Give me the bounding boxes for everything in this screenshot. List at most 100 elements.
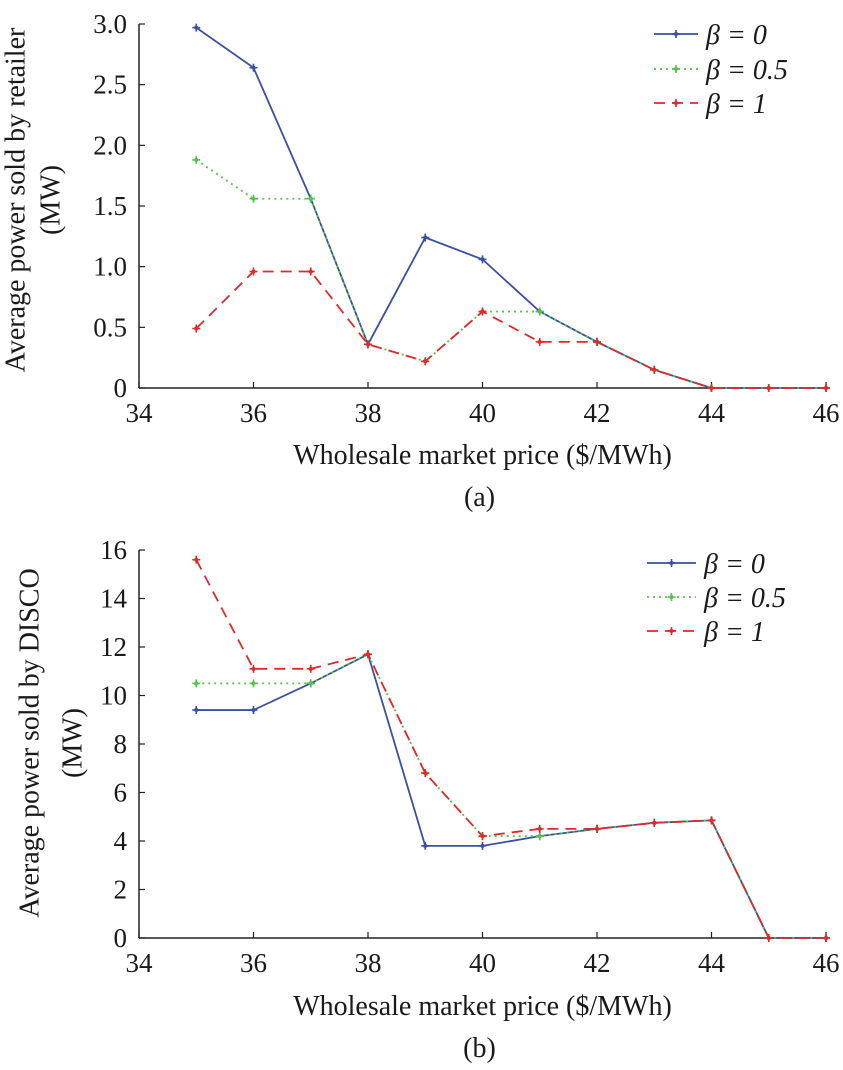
series-line	[196, 652, 826, 939]
data-point	[535, 832, 544, 841]
y-axis-title-line-1: Average power sold by retailer	[0, 27, 31, 372]
data-point	[306, 267, 315, 276]
y-tick-label: 14	[100, 584, 128, 614]
y-tick-label: 0.5	[93, 312, 127, 342]
legend-label: β = 0.5	[705, 55, 788, 86]
y-tick-label: 1.5	[93, 191, 127, 221]
data-point	[249, 63, 258, 72]
data-point	[535, 337, 544, 346]
x-tick-label: 36	[240, 948, 267, 978]
x-tick-label: 38	[355, 398, 382, 428]
series-2	[192, 267, 830, 392]
series-line	[196, 653, 826, 939]
x-tick-label: 44	[698, 398, 726, 428]
data-point	[306, 664, 315, 673]
legend: β = 0 β = 0.5β = 1	[654, 20, 788, 120]
y-tick-label: 0	[114, 373, 128, 403]
legend-label: β = 0	[705, 20, 767, 51]
data-point	[249, 706, 258, 715]
data-point	[421, 769, 430, 778]
x-tick-label: 40	[469, 948, 496, 978]
data-point	[650, 365, 659, 374]
data-point	[478, 832, 487, 841]
data-point	[364, 340, 372, 349]
data-point	[249, 267, 258, 276]
panel-label: (a)	[464, 482, 495, 513]
data-point	[593, 824, 601, 833]
series-line	[195, 270, 826, 389]
legend-item: β = 1	[654, 89, 767, 120]
y-tick-label: 6	[114, 778, 128, 808]
x-axis-title: Wholesale market price ($/MWh)	[293, 440, 672, 471]
x-tick-label: 34	[126, 398, 154, 428]
legend-label: β = 0.5	[703, 583, 786, 614]
x-axis-title: Wholesale market price ($/MWh)	[293, 991, 672, 1022]
data-point	[249, 194, 258, 203]
data-point	[535, 307, 544, 316]
y-tick-label: 2.0	[93, 130, 127, 160]
x-tick-label: 42	[584, 398, 611, 428]
data-point	[306, 194, 315, 203]
legend-label: β = 1	[703, 617, 765, 648]
data-point	[707, 816, 716, 825]
y-tick-label: 2	[114, 875, 128, 905]
x-tick-label: 44	[698, 948, 726, 978]
y-tick-label: 12	[100, 632, 127, 662]
data-point	[249, 679, 258, 688]
y-axis-title-line-1: Average power sold by DISCO	[14, 568, 45, 917]
x-tick-label: 38	[355, 948, 382, 978]
y-tick-label: 0	[114, 923, 128, 953]
data-point	[192, 155, 201, 164]
data-point	[192, 706, 201, 715]
data-point	[421, 357, 430, 366]
series-1	[192, 155, 830, 392]
series-2	[192, 555, 830, 942]
x-tick-label: 42	[584, 948, 611, 978]
data-point	[593, 337, 601, 346]
y-axis-title-line-2: (MW)	[35, 165, 66, 235]
data-point	[192, 23, 201, 32]
data-point	[306, 679, 315, 688]
y-tick-label: 3.0	[93, 9, 127, 39]
data-point	[822, 934, 830, 942]
data-point	[478, 307, 487, 316]
x-tick-label: 40	[469, 398, 496, 428]
data-point	[535, 824, 544, 833]
data-point	[764, 384, 773, 392]
legend-item: β = 0	[654, 20, 767, 51]
data-point	[421, 233, 430, 242]
y-axis-title-line-2: (MW)	[57, 708, 88, 778]
x-tick-label: 46	[813, 948, 840, 978]
legend-item: β = 0.5	[647, 583, 786, 614]
x-tick-label: 46	[813, 398, 840, 428]
y-tick-label: 8	[114, 729, 128, 759]
legend-label: β = 1	[705, 89, 767, 120]
chart-panel-a: 34 36 38 40 42 44 46 0 0.5 1.0 1.5 2.0 2.5 3.0 Wholesa…	[0, 9, 839, 513]
data-point	[764, 934, 773, 942]
series-line	[195, 559, 826, 939]
data-point	[478, 841, 487, 850]
y-tick-label: 2.5	[93, 70, 127, 100]
data-point	[249, 664, 258, 673]
y-tick-label: 10	[100, 681, 127, 711]
y-tick-label: 4	[114, 826, 128, 856]
data-point	[421, 841, 430, 850]
legend-item: β = 0	[647, 549, 765, 580]
x-tick-label: 36	[240, 398, 267, 428]
y-tick-label: 16	[100, 535, 127, 565]
legend-label: β = 0	[703, 549, 765, 580]
series-line	[195, 159, 826, 389]
x-tick-label: 34	[126, 948, 154, 978]
data-point	[707, 384, 716, 392]
y-tick-label: 1.0	[93, 252, 127, 282]
panel-label: (b)	[463, 1033, 496, 1064]
data-point	[192, 679, 201, 688]
data-point	[192, 324, 201, 333]
legend: β = 0β = 0.5β = 1	[647, 549, 786, 648]
data-point	[364, 650, 372, 659]
series-0	[192, 650, 830, 942]
data-point	[650, 818, 659, 827]
legend-item: β = 1	[647, 617, 765, 648]
